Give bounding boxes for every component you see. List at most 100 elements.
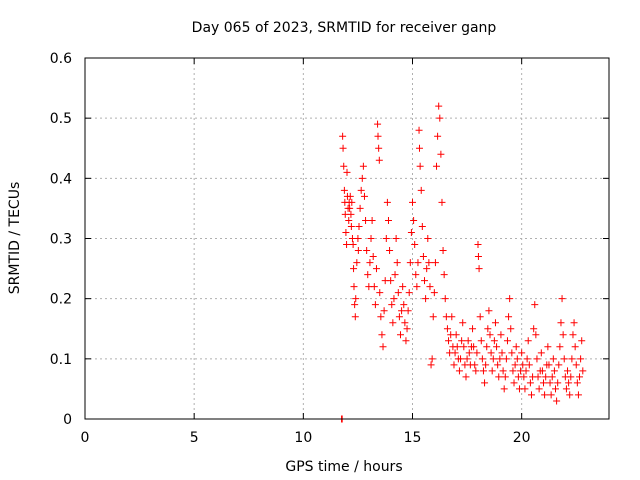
data-point	[342, 228, 350, 236]
data-point	[418, 222, 426, 230]
data-point	[474, 241, 482, 249]
data-point	[409, 198, 416, 206]
data-point	[400, 301, 408, 309]
data-point	[526, 379, 534, 387]
data-point	[367, 235, 375, 242]
data-point	[415, 126, 423, 134]
data-point	[351, 301, 359, 309]
data-point	[366, 259, 374, 267]
data-point	[544, 343, 552, 351]
data-point	[463, 355, 471, 363]
x-tick-label: 0	[81, 430, 90, 446]
data-point	[377, 313, 385, 321]
data-point	[559, 331, 567, 339]
data-point	[346, 204, 354, 212]
data-point	[362, 216, 370, 224]
data-point	[451, 349, 459, 357]
data-point	[566, 391, 574, 399]
data-point	[375, 156, 383, 164]
data-point	[511, 361, 519, 369]
x-tick-label: 5	[190, 430, 199, 446]
data-point	[531, 301, 539, 309]
data-point	[550, 367, 558, 375]
data-point	[459, 319, 467, 327]
data-point	[434, 132, 442, 140]
data-point	[560, 355, 568, 363]
data-point	[354, 235, 362, 242]
data-point	[395, 313, 403, 321]
data-point	[532, 331, 540, 339]
data-point	[498, 349, 506, 357]
data-point	[487, 349, 495, 357]
axis-ticks: 0 5 10 15 20 0 0.1 0.2 0.3 0.4 0.5 0.6	[50, 51, 609, 446]
data-point	[535, 385, 543, 393]
data-point	[405, 289, 413, 297]
data-point	[579, 367, 587, 375]
data-point	[401, 319, 409, 327]
data-point	[410, 216, 418, 224]
data-point	[374, 132, 382, 140]
data-point	[363, 247, 371, 255]
data-point	[448, 313, 456, 321]
y-tick-label: 0	[63, 412, 72, 428]
x-tick-label: 20	[513, 430, 531, 446]
data-point	[340, 162, 348, 170]
data-point	[422, 295, 430, 303]
data-point	[339, 144, 347, 152]
data-point	[350, 283, 358, 291]
data-point	[489, 355, 497, 363]
data-point	[499, 367, 507, 375]
data-point	[569, 331, 577, 339]
data-point	[339, 132, 347, 140]
data-point	[375, 144, 383, 152]
data-point	[469, 325, 477, 333]
data-point	[478, 355, 486, 363]
data-point	[388, 301, 396, 309]
data-point	[533, 355, 541, 363]
data-point	[441, 295, 449, 303]
data-point	[567, 373, 575, 381]
data-point	[417, 186, 425, 194]
data-point	[351, 313, 359, 321]
data-point	[390, 295, 398, 303]
data-point	[340, 186, 348, 194]
data-point	[500, 385, 508, 393]
data-point	[527, 391, 535, 399]
data-point	[419, 253, 427, 261]
y-tick-label: 0.2	[50, 292, 72, 308]
data-point	[436, 114, 444, 122]
data-point	[379, 343, 387, 351]
data-point	[404, 307, 412, 315]
data-point	[554, 379, 562, 387]
data-point	[538, 367, 546, 375]
data-point	[502, 355, 510, 363]
data-point	[416, 162, 424, 170]
data-point	[354, 247, 362, 255]
data-point	[412, 271, 420, 279]
y-axis-label: SRMTID / TECUs	[7, 182, 23, 295]
data-point	[476, 313, 484, 321]
data-point	[426, 283, 434, 291]
data-point	[542, 373, 550, 381]
data-point	[523, 355, 531, 363]
data-point	[433, 162, 441, 170]
data-point	[389, 319, 397, 327]
data-point	[495, 373, 503, 381]
data-point	[481, 379, 489, 387]
data-point	[547, 391, 555, 399]
data-point	[372, 265, 380, 273]
data-points	[338, 102, 587, 423]
data-point	[343, 241, 351, 249]
grid	[85, 58, 609, 419]
data-point	[398, 307, 406, 315]
data-point	[393, 259, 401, 267]
x-axis-label: GPS time / hours	[285, 459, 402, 475]
data-point	[450, 361, 458, 369]
data-point	[414, 259, 422, 267]
data-point	[435, 102, 443, 110]
data-point	[427, 361, 435, 369]
data-point	[462, 373, 470, 381]
data-point	[490, 337, 498, 345]
data-point	[348, 198, 356, 206]
data-point	[402, 337, 410, 345]
